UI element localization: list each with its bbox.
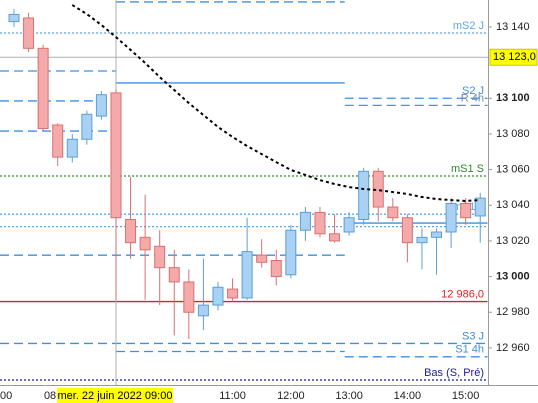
candle-body: [81, 113, 93, 140]
candle-body: [256, 254, 268, 263]
candle-body: [358, 170, 370, 221]
level-label: S1 4h: [455, 344, 484, 356]
y-tick-label: 12 960: [496, 342, 530, 354]
candle-body: [241, 251, 253, 299]
y-tick-label: 13 000: [496, 270, 530, 282]
candle-body: [8, 13, 20, 23]
y-tick-label: 13 040: [496, 199, 530, 211]
candle-body: [23, 17, 35, 49]
level-label: R 4h: [461, 92, 484, 104]
level-label: S2 J: [462, 85, 484, 97]
candle-body: [125, 219, 137, 244]
moving-average: [71, 4, 481, 202]
candle-body: [401, 217, 413, 244]
candle-body: [329, 233, 341, 242]
candle-body: [139, 236, 151, 251]
candle-body: [270, 260, 282, 278]
x-tick-label: 14:00: [394, 390, 422, 402]
y-tick-label: 13 020: [496, 235, 530, 247]
candle-body: [52, 124, 64, 158]
crosshair-x-label: mer. 22 juin 2022 09:00: [57, 390, 172, 402]
y-tick-label: 13 100: [496, 92, 530, 104]
candle-body: [110, 92, 122, 219]
candle-body: [154, 245, 166, 269]
level-label: mS1 S: [451, 163, 484, 175]
candle-body: [416, 236, 428, 244]
x-tick-label: 11:00: [219, 390, 246, 402]
candle-body: [445, 202, 457, 233]
x-tick-label: 13:00: [335, 390, 363, 402]
candle-body: [285, 229, 297, 276]
candle-body: [95, 94, 107, 117]
level-label: 12 986,0: [441, 288, 484, 300]
candle-body: [227, 288, 239, 299]
candle-body: [197, 304, 209, 317]
candle-body: [460, 202, 472, 219]
x-tick-label: 12:00: [277, 390, 305, 402]
candle-body: [387, 206, 399, 219]
candle-body: [343, 217, 355, 233]
y-tick-label: 12 980: [496, 306, 530, 318]
candle-body: [183, 281, 195, 313]
candle-body: [168, 267, 180, 283]
candle-body: [314, 211, 326, 235]
crosshair-y-label: 13 123,0: [493, 51, 536, 63]
level-label: Bas (S, Pré): [424, 367, 484, 379]
candle-body: [212, 286, 224, 306]
x-edge-label: 00: [0, 390, 12, 402]
crosshair-x-label-box: [56, 388, 173, 403]
crosshair-y-label-box: [489, 48, 538, 66]
candle-body: [431, 231, 443, 238]
level-label: S3 J: [462, 330, 484, 342]
candle-body: [299, 211, 311, 231]
y-tick-label: 13 060: [496, 163, 530, 175]
y-tick-label: 13 140: [496, 21, 530, 33]
candle-body: [474, 197, 486, 217]
candle-body: [66, 138, 78, 158]
candle-body: [37, 47, 49, 130]
y-tick-label: 13 080: [496, 128, 530, 140]
level-label: mS2 J: [453, 20, 484, 32]
x-tick-label: 15:00: [452, 390, 480, 402]
